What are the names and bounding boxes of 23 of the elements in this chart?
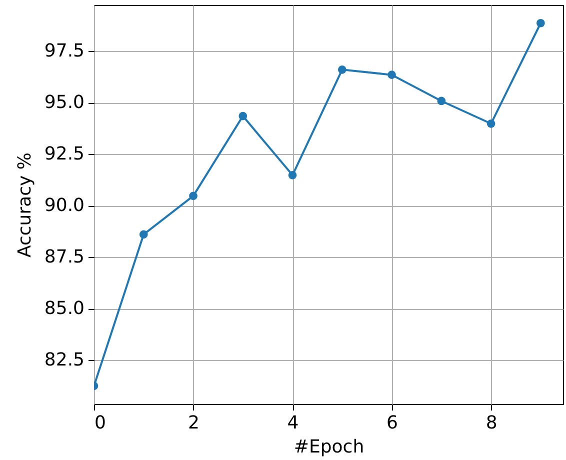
y-tick-label: 87.5 — [44, 246, 84, 268]
y-tick-label: 95.0 — [44, 92, 84, 114]
point — [437, 96, 446, 106]
point — [388, 70, 396, 80]
x-tick-label: 6 — [386, 412, 398, 434]
x-tick-label: 0 — [94, 412, 106, 434]
x-tick-label: 4 — [287, 412, 299, 434]
y-tick-label: 90.0 — [44, 195, 84, 216]
y-tick-label: 97.5 — [44, 40, 84, 62]
point — [486, 119, 496, 128]
point — [536, 18, 545, 28]
y-tick-label: 92.5 — [44, 144, 84, 165]
y-tick-label: 82.5 — [44, 350, 84, 371]
point — [189, 192, 198, 200]
point — [139, 230, 148, 239]
x-axis-title: #Epoch — [294, 436, 364, 458]
y-tick-label: 85.0 — [44, 298, 84, 320]
x-tick-label: 2 — [188, 412, 200, 434]
y-axis-title: Accuracy % — [14, 152, 36, 258]
point — [238, 112, 248, 120]
point — [338, 66, 346, 74]
point — [288, 170, 297, 180]
x-tick-label: 8 — [486, 412, 498, 434]
